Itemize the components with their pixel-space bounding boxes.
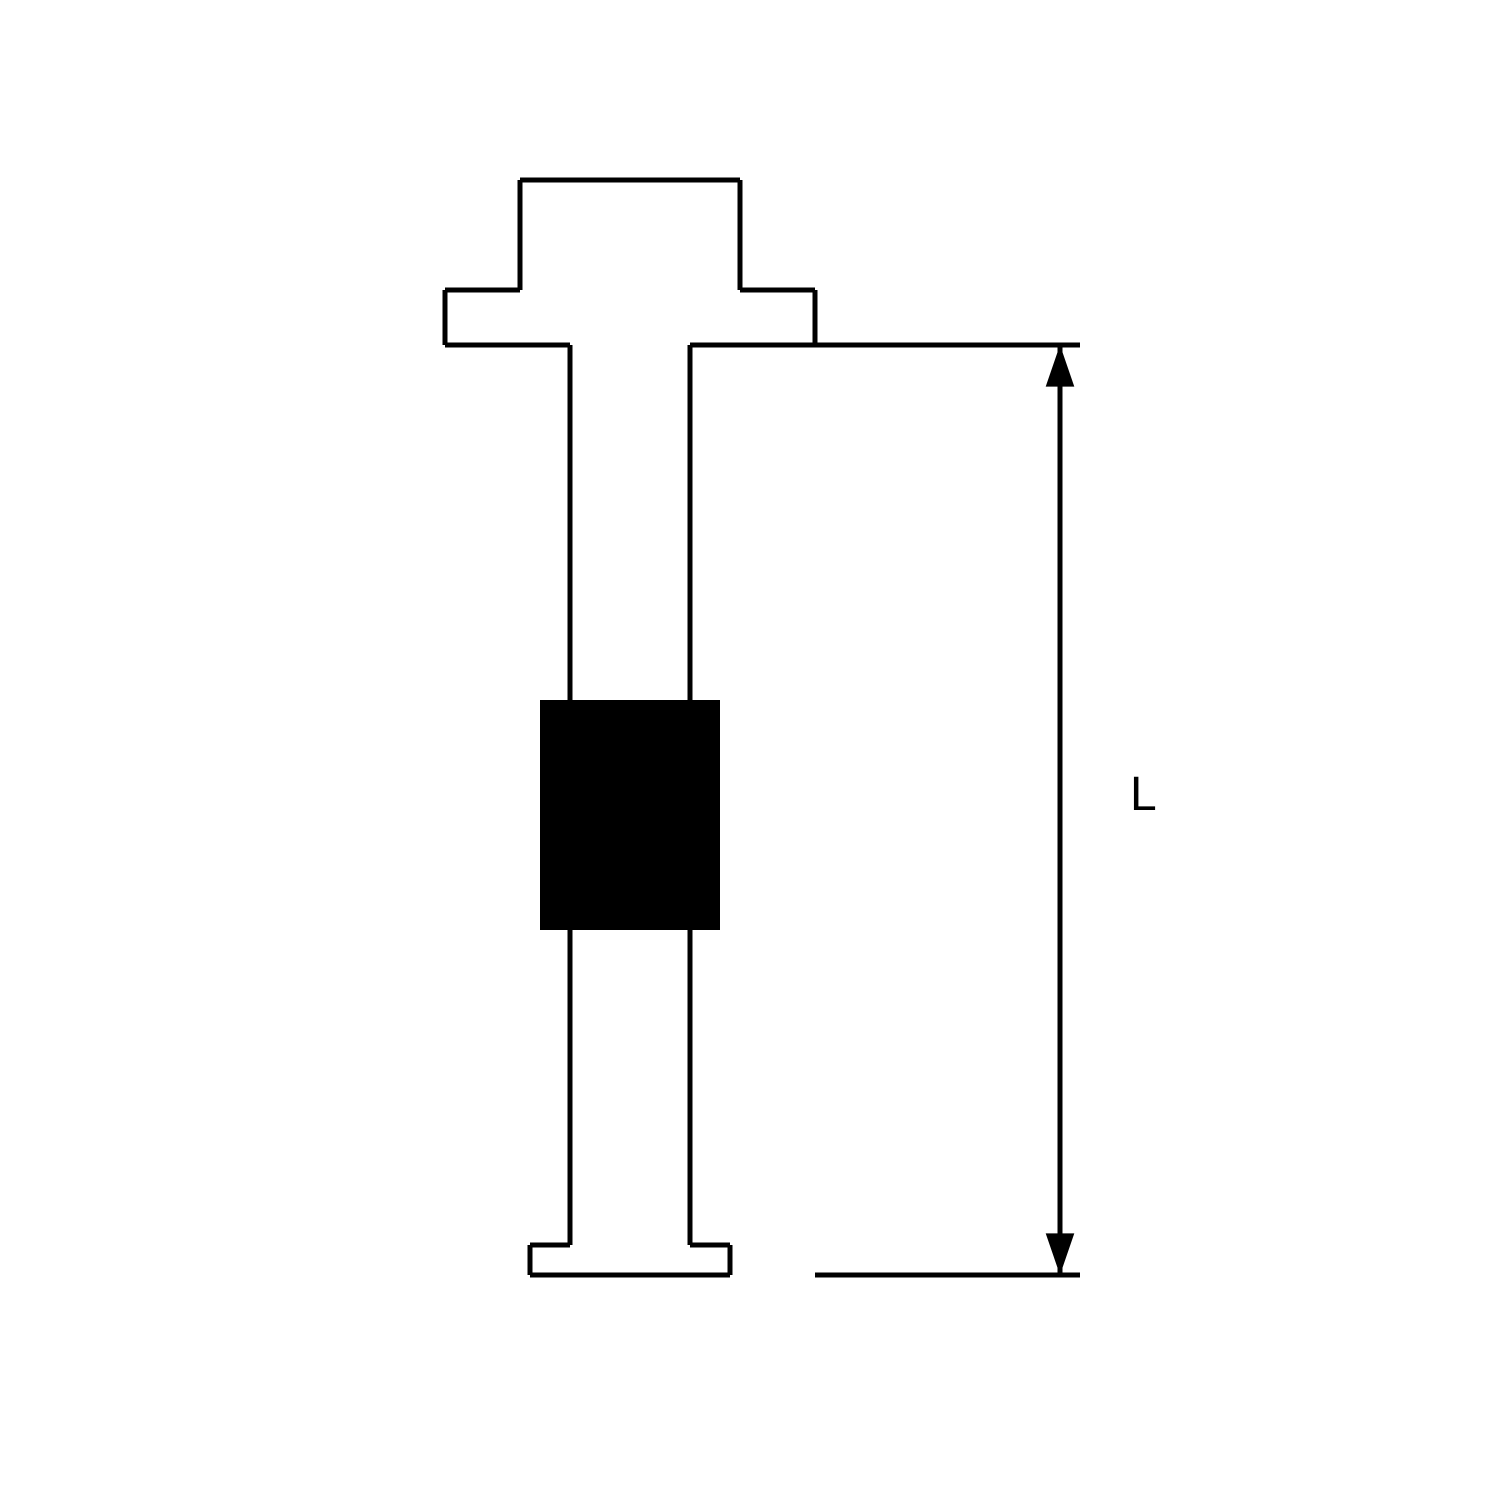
float-block [540, 700, 720, 930]
dim-label-L: L [1130, 768, 1157, 821]
dim-arrow-top [1046, 345, 1075, 387]
sensor-diagram: L [0, 0, 1500, 1500]
dim-arrow-bottom [1046, 1233, 1075, 1275]
